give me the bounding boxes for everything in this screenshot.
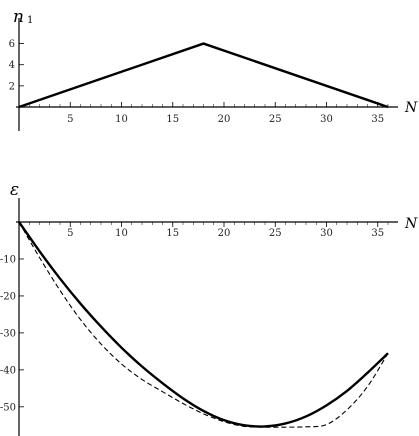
y-tick-label: -20 [0,291,16,302]
x-tick-label: 20 [218,114,231,125]
series-line-dashed [18,221,389,428]
x-tick-label: 15 [166,114,179,125]
y-axis-title-subscript: 1 [27,15,33,26]
x-tick-label: 5 [67,114,73,125]
y-axis-title: n [13,7,24,27]
x-axis-title: N [404,100,418,116]
x-tick-label: 10 [115,114,128,125]
x-tick-label: 35 [371,228,384,239]
top-panel: 5 10 15 20 25 30 35 2 4 6 n 1 N [9,7,418,131]
y-tick-label: -50 [0,402,16,413]
x-axis-title: N [404,216,418,232]
y-tick-label: 6 [9,39,15,50]
y-tick-label: 2 [9,81,15,92]
x-tick-label: 35 [371,114,384,125]
y-tick-label: -10 [0,254,16,265]
x-tick-label: 10 [115,228,128,239]
x-tick-label: 25 [269,228,282,239]
bottom-panel: 5 10 15 20 25 30 35 -10 -20 -30 -40 -50 ε N [0,180,418,436]
x-tick-label: 5 [67,228,73,239]
y-axis-title: ε [10,180,19,200]
y-tick-label: -40 [0,365,16,376]
y-tick-label: -30 [0,328,16,339]
x-tick-label: 15 [166,228,179,239]
series-line-solid [18,42,389,109]
x-tick-label: 30 [320,228,333,239]
x-tick-label: 20 [218,228,231,239]
x-tick-label: 25 [269,114,282,125]
x-tick-label: 30 [320,114,333,125]
y-tick-label: 4 [9,60,15,71]
series-line-solid [18,221,389,428]
